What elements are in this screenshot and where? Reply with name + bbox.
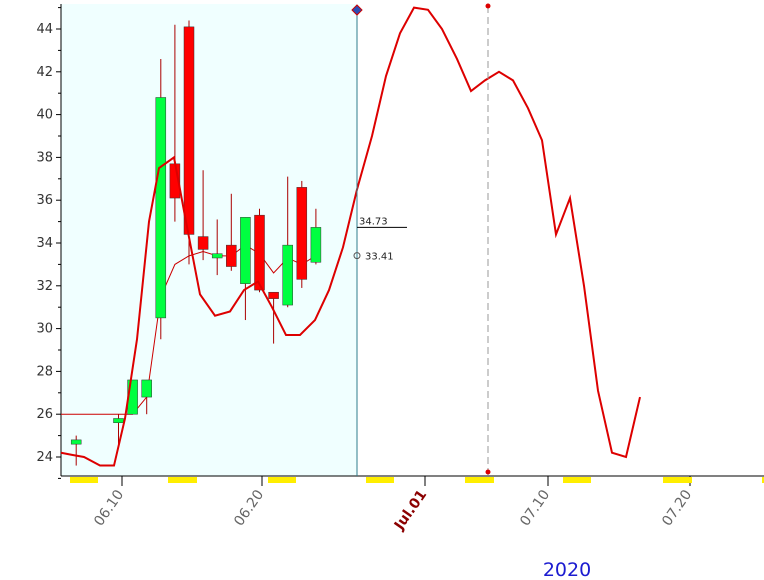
candle-body-down (183, 26, 195, 235)
y-tick-label: 38 (36, 150, 53, 165)
peak-marker (485, 3, 491, 9)
weekend-marker (366, 477, 394, 483)
candlestick (268, 291, 279, 344)
candlestick (296, 180, 308, 288)
weekend-marker (268, 477, 296, 483)
weekend-marker (70, 477, 98, 483)
y-tick-label: 26 (36, 407, 53, 422)
candle-body-up (211, 253, 223, 259)
year-label: 2020 (543, 559, 591, 580)
weekend-marker (168, 477, 197, 483)
y-tick-label: 42 (36, 65, 53, 80)
history-region-background (61, 4, 357, 476)
candlestick (240, 217, 251, 321)
x-tick-label: 07.20 (659, 487, 695, 529)
candlesticks (70, 20, 322, 466)
y-tick-label: 34 (36, 236, 53, 251)
candle-body-up (310, 227, 322, 263)
candlestick (155, 58, 167, 340)
candle-body-up (240, 217, 251, 284)
candle-body-down (226, 244, 237, 267)
weekend-markers (70, 477, 764, 483)
candle-body-down (268, 291, 279, 299)
weekend-marker (762, 477, 764, 483)
x-axis: 06.10 06.20 Jul.01 07.10 07.20 (61, 475, 764, 534)
candlestick (282, 176, 293, 308)
history-end-marker (351, 4, 363, 16)
y-axis: 24 26 28 30 32 34 36 38 40 42 44 (36, 4, 62, 479)
weekend-marker (465, 477, 494, 483)
ma-value-marker (353, 252, 361, 260)
candle-body-up (141, 379, 152, 398)
projection-line (60, 6, 641, 467)
x-tick-label: 07.10 (517, 487, 553, 529)
y-tick-label: 32 (36, 279, 53, 294)
last-close-label: 34.73 (359, 216, 388, 227)
y-tick-label: 30 (36, 322, 53, 337)
cursor-markers: 34.73 33.41 (351, 3, 491, 476)
x-tick-label: 06.10 (91, 487, 127, 529)
weekend-marker (563, 477, 591, 483)
ma-line (61, 244, 317, 415)
candle-body-up (155, 97, 167, 319)
candlestick (254, 208, 265, 293)
candle-body-down (254, 214, 265, 291)
x-tick-label: 06.20 (231, 487, 267, 529)
x-tick-label: Jul.01 (391, 487, 430, 534)
y-tick-label: 28 (36, 364, 53, 379)
peak-bottom-marker (485, 469, 491, 475)
y-tick-label: 36 (36, 193, 53, 208)
y-tick-label: 40 (36, 108, 53, 123)
candle-body-down (197, 236, 209, 250)
candle-body-up (113, 418, 124, 424)
candlestick (211, 219, 223, 276)
candlestick (197, 170, 209, 261)
candle-body-up (282, 244, 293, 306)
candle-body-up (70, 439, 82, 445)
candlestick (141, 379, 152, 415)
weekend-marker (663, 477, 692, 483)
ma-value-label: 33.41 (365, 252, 394, 263)
y-tick-label: 24 (36, 450, 53, 465)
projection-curve (60, 6, 641, 467)
candle-body-down (296, 187, 308, 280)
candlestick (226, 193, 237, 271)
candlestick (70, 435, 82, 466)
candlestick (183, 20, 195, 265)
y-tick-label: 44 (36, 22, 53, 37)
moving-average-line (61, 244, 317, 415)
candlestick (310, 208, 322, 265)
